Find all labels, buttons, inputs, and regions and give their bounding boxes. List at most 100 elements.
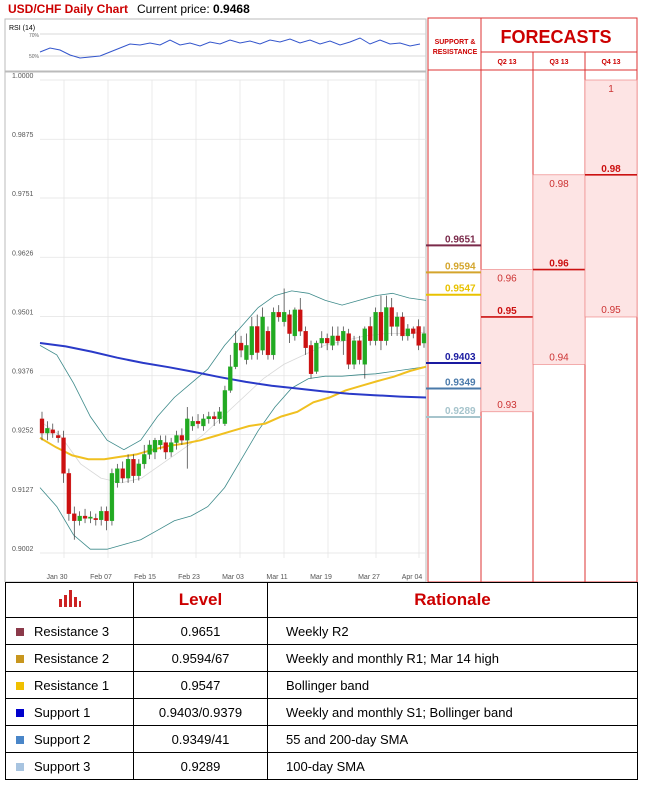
candle-body xyxy=(82,515,88,519)
candle-body xyxy=(260,316,265,351)
candle-body xyxy=(411,328,416,334)
candle-body xyxy=(416,326,421,346)
table-row: Support 1 0.9403/0.9379 Weekly and monthly… xyxy=(5,698,638,726)
rsi-tick-70: 70% xyxy=(29,33,40,39)
table-row: Support 2 0.9349/41 55 and 200-day SMA xyxy=(5,725,638,753)
level-rationale-cell: Bollinger band xyxy=(267,671,638,699)
candle-body xyxy=(136,463,141,476)
candle-body xyxy=(298,309,303,332)
candle-body xyxy=(39,418,45,434)
table-row: Support 3 0.9289 100-day SMA xyxy=(5,752,638,780)
forecast-high-label: 1 xyxy=(608,84,614,95)
table-body: Resistance 3 0.9651 Weekly R2 Resistance 2 0… xyxy=(5,617,638,780)
candle-body xyxy=(330,335,335,346)
candle-body xyxy=(45,428,50,434)
candle-body xyxy=(142,454,147,465)
bollinger-lower-line xyxy=(39,366,427,550)
y-tick-label: 0.9875 xyxy=(12,132,34,139)
x-tick-label: Mar 27 xyxy=(358,574,380,581)
x-tick-label: Mar 19 xyxy=(310,574,332,581)
candle-body xyxy=(222,390,228,424)
candle-body xyxy=(147,444,152,455)
rsi-line xyxy=(39,37,421,59)
y-tick-label: 0.9501 xyxy=(12,310,34,317)
candle-body xyxy=(217,411,222,420)
x-tick-label: Feb 15 xyxy=(134,574,156,581)
level-value-cell: 0.9403/0.9379 xyxy=(133,698,268,726)
forecast-ranges: 0.96 0.95 0.93 0.98 0.96 0.94 1 0.98 0.95 xyxy=(480,79,638,413)
indicators xyxy=(39,290,427,550)
candle-body xyxy=(206,416,211,420)
table-header-row: Level Rationale xyxy=(5,582,638,618)
bollinger-mid-line xyxy=(39,331,427,484)
table-header-rationale: Rationale xyxy=(267,582,638,618)
x-tick-label: Apr 04 xyxy=(402,574,423,581)
candle-body xyxy=(238,342,244,351)
level-name-cell: Support 3 xyxy=(5,752,134,780)
candle-body xyxy=(99,511,104,520)
current-price-label: Current price: xyxy=(137,2,210,16)
level-value-cell: 0.9289 xyxy=(133,752,268,780)
candle-body xyxy=(351,340,357,365)
forecast-high-label: 0.98 xyxy=(549,179,569,190)
candle-body xyxy=(163,442,168,453)
grid xyxy=(40,79,426,558)
level-color-swatch xyxy=(16,628,24,637)
sr-level-label: 0.9651 xyxy=(445,234,476,245)
forecast-low-label: 0.93 xyxy=(497,400,517,411)
candle-body xyxy=(185,418,190,441)
candle-body xyxy=(346,333,351,365)
x-tick-label: Mar 03 xyxy=(222,574,244,581)
candle-body xyxy=(228,366,233,391)
level-color-swatch xyxy=(16,682,24,691)
level-color-swatch xyxy=(16,655,24,664)
rsi-panel: RSI (14) 70% 50% xyxy=(4,18,427,72)
y-tick-label: 0.9376 xyxy=(12,369,34,376)
candle-body xyxy=(319,338,324,344)
sr-label-line2: RESISTANCE xyxy=(433,49,478,56)
level-name: Resistance 1 xyxy=(34,677,110,693)
level-name: Support 1 xyxy=(34,704,91,720)
candle-body xyxy=(131,459,136,476)
x-axis: Jan 30 Feb 07 Feb 15 Feb 23 Mar 03 Mar 11 Mar … xyxy=(46,574,422,581)
candle-body xyxy=(55,435,61,438)
candle-body xyxy=(368,326,373,341)
forecast-range-box xyxy=(584,79,638,318)
level-rationale-cell: 100-day SMA xyxy=(267,752,638,780)
forecast-range-box xyxy=(480,269,534,413)
candle-body xyxy=(308,345,314,374)
candle-body xyxy=(314,342,319,372)
level-color-swatch xyxy=(16,709,24,718)
candle-body xyxy=(405,328,411,337)
candle-body xyxy=(335,335,341,341)
candle-body xyxy=(255,326,260,353)
candles xyxy=(39,288,427,540)
level-value-cell: 0.9594/67 xyxy=(133,644,268,672)
level-value-cell: 0.9651 xyxy=(133,617,268,645)
candle-body xyxy=(93,518,98,520)
candle-body xyxy=(212,416,217,420)
candle-body xyxy=(174,435,179,443)
candle-body xyxy=(66,473,72,514)
table-header-level: Level xyxy=(133,582,268,618)
candle-body xyxy=(265,331,271,356)
candle-body xyxy=(303,331,308,348)
sr-level-label: 0.9547 xyxy=(445,284,476,295)
x-tick-label: Feb 23 xyxy=(178,574,200,581)
sr-label-line1: SUPPORT & xyxy=(435,39,476,46)
level-rationale-cell: Weekly R2 xyxy=(267,617,638,645)
level-name-cell: Resistance 2 xyxy=(5,644,134,672)
candle-body xyxy=(88,516,93,519)
level-value-cell: 0.9349/41 xyxy=(133,725,268,753)
sr-level-label: 0.9289 xyxy=(445,406,476,417)
sr-level-label: 0.9594 xyxy=(445,261,476,272)
level-rationale-cell: Weekly and monthly R1; Mar 14 high xyxy=(267,644,638,672)
candle-body xyxy=(244,345,249,360)
candle-body xyxy=(421,333,427,344)
forecast-panel: FORECASTS SUPPORT & RESISTANCE Q2 13 Q3 … xyxy=(426,17,638,582)
candle-body xyxy=(50,429,55,434)
candle-body xyxy=(325,338,330,344)
support-resistance-levels: 0.9651 0.9594 0.9547 0.9403 0.9349 0.9289 xyxy=(426,234,481,418)
current-price: Current price: 0.9468 xyxy=(137,2,250,16)
candle-body xyxy=(384,307,389,341)
